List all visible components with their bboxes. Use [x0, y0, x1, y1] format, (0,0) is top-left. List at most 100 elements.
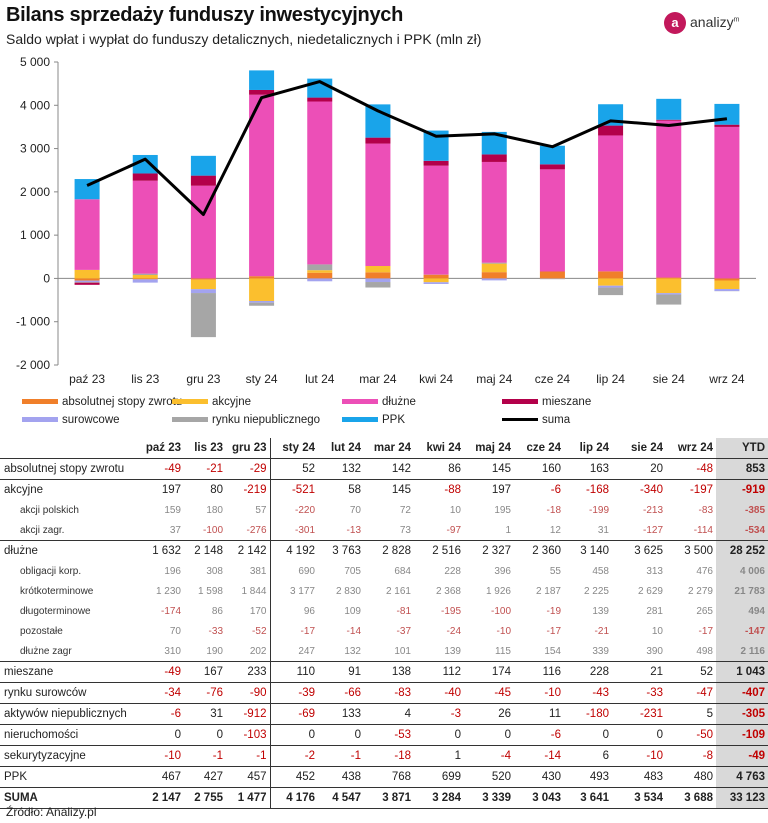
table-cell: 483: [612, 766, 666, 788]
x-tick-label: lis 23: [131, 372, 159, 386]
table-cell: 73: [399, 524, 411, 536]
table-cell: -180: [564, 703, 612, 725]
table-cell: -17: [269, 621, 318, 641]
legend-label: absolutnej stopy zwrotu: [62, 396, 183, 408]
table-cell: -10: [138, 745, 184, 767]
y-tick-label: 5 000: [20, 55, 50, 69]
table-row: akcji polskich 159 180 57 -220 70 72 10 195 -18 -1…: [0, 500, 768, 520]
bar-segment-absolutnej-stopy-zwrotu: [307, 272, 333, 279]
bar-segment-absolutnej-stopy-zwrotu: [481, 272, 507, 279]
table-row-label: długoterminowe: [20, 605, 91, 617]
bar-segment-dłużne: [656, 120, 682, 278]
table-cell: -219: [226, 479, 270, 500]
legend-swatch: [22, 417, 58, 423]
table-cell: 458: [592, 565, 609, 577]
bar-segment-mieszane: [190, 175, 216, 186]
table-cell: 167: [184, 661, 226, 683]
table-cell: 2 629: [637, 585, 663, 597]
table-cell: -49: [138, 458, 184, 480]
table-cell: -1: [226, 745, 270, 767]
bar-segment-rynku-niepublicznego: [481, 262, 507, 264]
table-row: absolutnej stopy zwrotu -49 -21 -29 52 132 142…: [0, 458, 768, 480]
bar-segment-surowcowe: [714, 289, 740, 292]
table-cell: 70: [349, 504, 361, 516]
bar-segment-absolutnej-stopy-zwrotu: [539, 271, 565, 279]
table-cell: -49: [716, 745, 768, 767]
x-tick-label: maj 24: [476, 372, 512, 386]
table-cell: 1 230: [155, 585, 181, 597]
table-cell: 4 547: [318, 787, 364, 809]
bar-segment-surowcowe: [307, 278, 333, 282]
table-cell: -52: [252, 625, 267, 637]
table-cell: 139: [592, 605, 609, 617]
source-note: Źródło: Analizy.pl: [6, 805, 97, 819]
chart-subtitle: Saldo wpłat i wypłat do funduszy detalic…: [6, 31, 482, 47]
bar-segment-surowcowe: [423, 282, 449, 284]
x-tick-label: sty 24: [246, 372, 278, 386]
table-cell: -18: [364, 745, 414, 767]
bar-segment-dłużne: [190, 185, 216, 279]
table-cell: 2 327: [464, 540, 514, 561]
table-cell: 2 830: [335, 585, 361, 597]
bar-segment-surowcowe: [132, 279, 158, 283]
bar-segment-akcyjne: [423, 278, 449, 283]
table-header-row: paź 23 lis 23 gru 23 sty 24 lut 24 mar 24 kwi …: [0, 438, 768, 459]
bar-segment-rynku-niepublicznego: [74, 282, 100, 283]
table-cell: 2 828: [364, 540, 414, 561]
table-cell: -195: [440, 605, 461, 617]
legend-item: surowcowe: [22, 414, 120, 426]
table-cell: -147: [716, 621, 768, 641]
table-cell: -114: [693, 524, 713, 536]
table-cell: -109: [716, 724, 768, 746]
bar-segment-akcyjne: [656, 278, 682, 294]
table-cell: 20: [612, 458, 666, 480]
table-cell: 2 279: [687, 585, 713, 597]
table-cell: 2 368: [435, 585, 461, 597]
table-cell: 110: [269, 661, 318, 683]
bar-segment-surowcowe: [190, 289, 216, 294]
bar-segment-rynku-niepublicznego: [249, 302, 275, 306]
bar-segment-PPK: [656, 98, 682, 120]
table-cell: -81: [396, 605, 411, 617]
table-cell: 690: [269, 561, 318, 581]
bar-segment-dłużne: [307, 101, 333, 265]
bar-segment-akcyjne: [307, 270, 333, 273]
table-row-label: aktywów niepublicznych: [0, 703, 138, 725]
table-cell: -305: [716, 703, 768, 725]
table-cell: 3 500: [666, 540, 716, 561]
table-cell: -1: [184, 745, 226, 767]
bar-segment-dłużne: [598, 135, 624, 272]
table-cell: 57: [255, 504, 267, 516]
table-cell: 21 783: [716, 581, 768, 601]
table-cell: -534: [716, 520, 768, 541]
legend-item: akcyjne: [172, 396, 251, 408]
bar-segment-akcyjne: [481, 263, 507, 273]
table-cell: 96: [269, 601, 318, 621]
table-cell: -24: [446, 625, 461, 637]
table-cell: 2 142: [226, 540, 270, 561]
x-tick-label: lip 24: [596, 372, 625, 386]
table-cell: -17: [698, 625, 713, 637]
table-cell: 33 123: [716, 787, 768, 809]
table-cell: 699: [414, 766, 464, 788]
table-cell: 1 632: [138, 540, 184, 561]
table-cell: -47: [666, 682, 716, 704]
y-tick-label: 1 000: [20, 228, 50, 242]
y-tick-label: 4 000: [20, 98, 50, 112]
table-cell: -48: [666, 458, 716, 480]
legend-swatch: [22, 399, 58, 405]
table-row-label: obligacji korp.: [20, 565, 82, 577]
table-cell: 493: [564, 766, 612, 788]
table-cell: -6: [138, 703, 184, 725]
table-cell: 0: [269, 724, 318, 746]
table-cell: 438: [318, 766, 364, 788]
table-cell: 3 284: [414, 787, 464, 809]
table-cell: -10: [612, 745, 666, 767]
table-cell: 853: [716, 458, 768, 480]
bar-segment-surowcowe: [74, 280, 100, 283]
bar-segment-PPK: [132, 154, 158, 174]
table-cell: 4: [364, 703, 414, 725]
table-cell: -14: [346, 625, 361, 637]
table-cell: -2: [269, 745, 318, 767]
table-cell: 0: [138, 724, 184, 746]
